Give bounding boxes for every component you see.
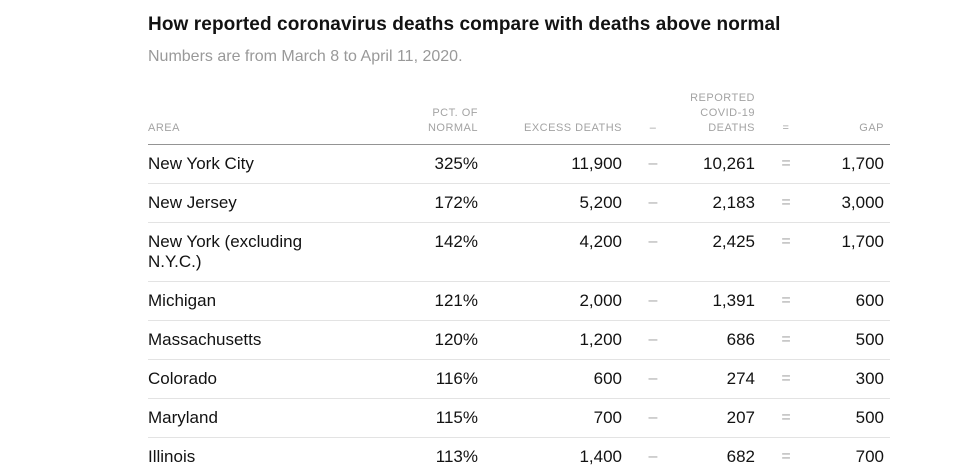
excess-deaths-cell: 5,200	[579, 193, 622, 212]
table-row: New York City 325% 11,900 – 10,261 = 1,7…	[148, 145, 890, 184]
area-cell: Colorado	[148, 369, 217, 388]
excess-deaths-cell: 11,900	[571, 154, 622, 173]
table-graphic: How reported coronavirus deaths compare …	[148, 12, 890, 472]
pct-cell: 121%	[434, 291, 478, 310]
pct-cell: 116%	[435, 369, 478, 388]
pct-cell: 172%	[434, 193, 478, 212]
gap-cell: 600	[855, 291, 884, 310]
table-row: Illinois 113% 1,400 – 682 = 700	[148, 438, 890, 472]
gap-cell: 3,000	[841, 193, 884, 212]
pct-cell: 142%	[434, 232, 478, 251]
table-row: New York (excluding N.Y.C.) 142% 4,200 –…	[148, 223, 890, 282]
excess-deaths-cell: 1,200	[579, 330, 622, 349]
minus-sign: –	[648, 370, 658, 387]
reported-deaths-cell: 10,261	[703, 154, 755, 173]
reported-deaths-cell: 686	[726, 330, 755, 349]
excess-deaths-cell: 600	[593, 369, 622, 388]
excess-deaths-cell: 1,400	[579, 447, 622, 466]
page-title: How reported coronavirus deaths compare …	[148, 14, 781, 35]
minus-sign: –	[648, 194, 658, 211]
reported-deaths-cell: 2,183	[712, 193, 755, 212]
area-cell: New York City	[148, 154, 254, 173]
minus-sign: –	[648, 155, 658, 172]
col-header-excess-deaths: EXCESS DEATHS	[524, 122, 622, 134]
area-cell: New York (excluding N.Y.C.)	[148, 232, 303, 271]
gap-cell: 1,700	[841, 154, 884, 173]
reported-deaths-cell: 274	[726, 369, 755, 388]
pct-cell: 325%	[434, 154, 478, 173]
table-row: New Jersey 172% 5,200 – 2,183 = 3,000	[148, 184, 890, 223]
minus-sign: –	[648, 448, 658, 465]
excess-deaths-cell: 700	[593, 408, 622, 427]
pct-cell: 113%	[435, 447, 478, 466]
gap-cell: 500	[855, 330, 884, 349]
col-header-minus-sign: –	[649, 122, 657, 134]
minus-sign: –	[648, 292, 658, 309]
gap-cell: 500	[855, 408, 884, 427]
equals-sign: =	[781, 370, 791, 387]
area-cell: Michigan	[148, 291, 217, 310]
equals-sign: =	[781, 331, 791, 348]
minus-sign: –	[648, 233, 658, 250]
reported-deaths-cell: 682	[726, 447, 755, 466]
reported-deaths-cell: 2,425	[712, 232, 755, 251]
excess-deaths-cell: 4,200	[579, 232, 622, 251]
area-cell: Maryland	[148, 408, 218, 427]
area-cell: Illinois	[148, 447, 196, 466]
area-cell: Massachusetts	[148, 330, 262, 349]
gap-cell: 1,700	[841, 232, 884, 251]
equals-sign: =	[781, 233, 791, 250]
deaths-comparison-table: AREA PCT. OF NORMAL EXCESS DEATHS – REPO…	[148, 91, 890, 472]
gap-cell: 700	[855, 447, 884, 466]
pct-cell: 115%	[435, 408, 478, 427]
reported-deaths-cell: 207	[726, 408, 755, 427]
minus-sign: –	[648, 409, 658, 426]
col-header-equals-sign: =	[782, 122, 790, 134]
pct-cell: 120%	[434, 330, 478, 349]
equals-sign: =	[781, 194, 791, 211]
reported-deaths-cell: 1,391	[712, 291, 755, 310]
table-header: AREA PCT. OF NORMAL EXCESS DEATHS – REPO…	[148, 91, 890, 145]
page-subtitle: Numbers are from March 8 to April 11, 20…	[148, 48, 463, 65]
excess-deaths-cell: 2,000	[579, 291, 622, 310]
gap-cell: 300	[855, 369, 884, 388]
equals-sign: =	[781, 292, 791, 309]
col-header-pct-of-normal: PCT. OF NORMAL	[427, 107, 478, 134]
table-row: Colorado 116% 600 – 274 = 300	[148, 360, 890, 399]
col-header-area: AREA	[148, 122, 180, 134]
area-cell: New Jersey	[148, 193, 237, 212]
table-row: Massachusetts 120% 1,200 – 686 = 500	[148, 321, 890, 360]
equals-sign: =	[781, 448, 791, 465]
equals-sign: =	[781, 409, 791, 426]
table-row: Maryland 115% 700 – 207 = 500	[148, 399, 890, 438]
header-row: AREA PCT. OF NORMAL EXCESS DEATHS – REPO…	[148, 91, 890, 145]
col-header-gap: GAP	[859, 122, 884, 134]
equals-sign: =	[781, 155, 791, 172]
table-body: New York City 325% 11,900 – 10,261 = 1,7…	[148, 145, 890, 472]
table-row: Michigan 121% 2,000 – 1,391 = 600	[148, 282, 890, 321]
minus-sign: –	[648, 331, 658, 348]
col-header-reported-covid19-deaths: REPORTED COVID-19 DEATHS	[690, 92, 755, 134]
